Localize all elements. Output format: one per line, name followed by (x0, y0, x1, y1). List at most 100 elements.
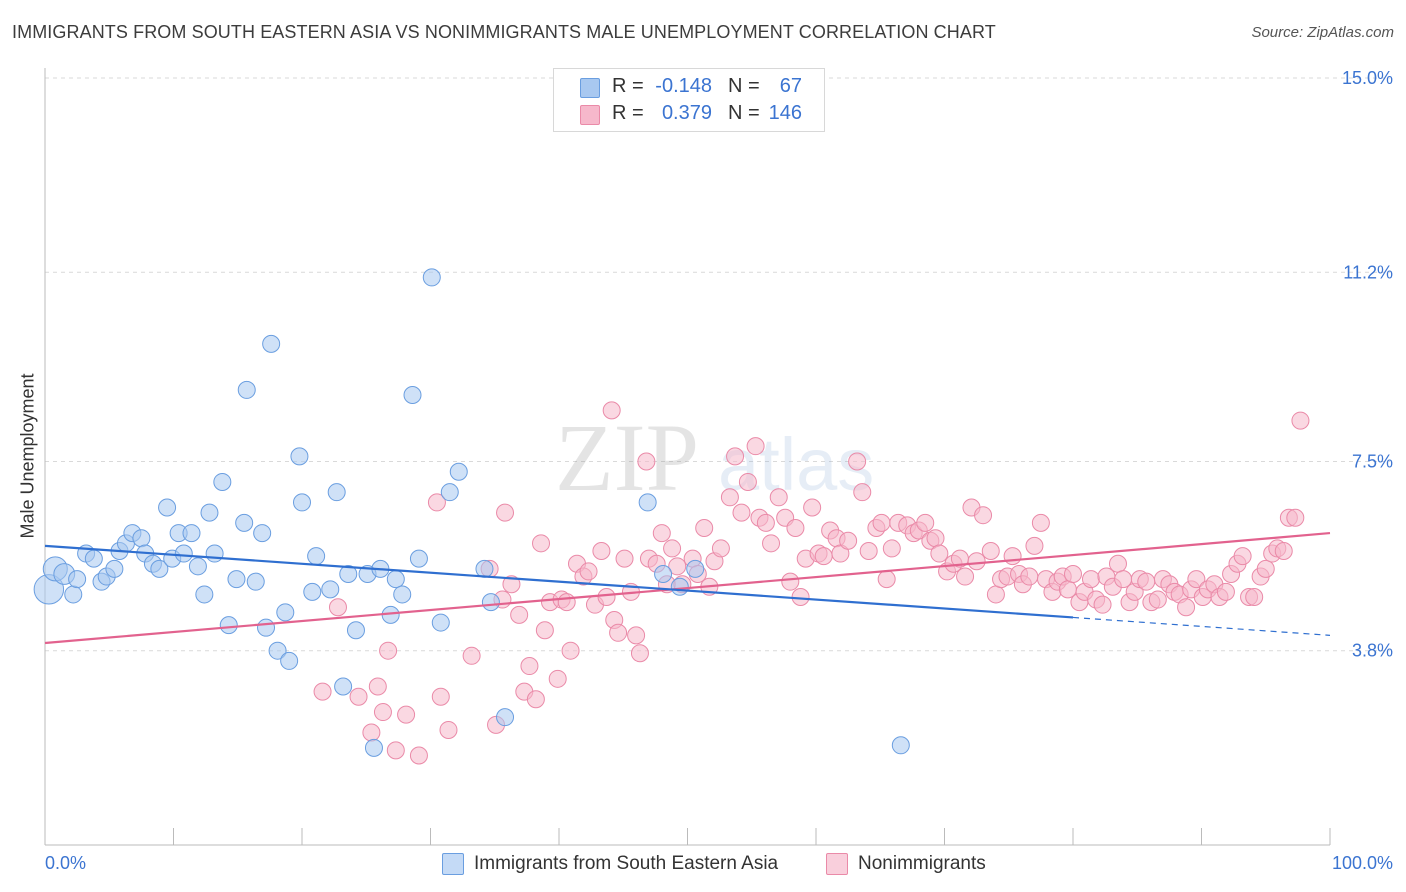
data-point-nonimmigrants (379, 641, 398, 660)
data-point-nonimmigrants (872, 513, 891, 532)
data-point-immigrants (246, 572, 265, 591)
data-point-immigrants (449, 462, 468, 481)
data-point-immigrants (686, 559, 705, 578)
data-point-nonimmigrants (882, 539, 901, 558)
data-point-nonimmigrants (967, 552, 986, 571)
data-point-nonimmigrants (520, 657, 539, 676)
data-point-nonimmigrants (609, 623, 628, 642)
data-point-nonimmigrants (986, 585, 1005, 604)
data-point-nonimmigrants (362, 723, 381, 742)
data-point-immigrants (257, 618, 276, 637)
data-point-nonimmigrants (663, 539, 682, 558)
data-point-immigrants (327, 483, 346, 502)
data-point-nonimmigrants (1216, 582, 1235, 601)
legend-n-label: N = (728, 75, 760, 97)
data-point-immigrants (654, 564, 673, 583)
trend-line-nonimmigrants (44, 531, 1331, 645)
source-label: Source: ZipAtlas.com (1251, 24, 1394, 41)
data-point-nonimmigrants (1003, 547, 1022, 566)
legend-n-value: 146 (768, 102, 802, 124)
data-point-nonimmigrants (974, 506, 993, 525)
data-point-nonimmigrants (1148, 590, 1167, 609)
data-point-immigrants (84, 549, 103, 568)
legend-swatch-blue (580, 78, 600, 98)
data-point-immigrants (158, 498, 177, 517)
data-point-nonimmigrants (738, 472, 757, 491)
data-point-immigrants (182, 524, 201, 543)
data-point-immigrants (219, 616, 238, 635)
legend-n-value: 67 (779, 75, 802, 97)
data-point-immigrants (237, 380, 256, 399)
data-point-nonimmigrants (502, 575, 521, 594)
data-point-nonimmigrants (349, 687, 368, 706)
data-point-nonimmigrants (1245, 588, 1264, 607)
data-point-nonimmigrants (781, 572, 800, 591)
data-point-nonimmigrants (1025, 536, 1044, 555)
data-point-immigrants (475, 559, 494, 578)
data-point-nonimmigrants (746, 437, 765, 456)
data-point-immigrants (303, 582, 322, 601)
data-point-immigrants (276, 603, 295, 622)
data-point-nonimmigrants (532, 534, 551, 553)
data-point-nonimmigrants (637, 452, 656, 471)
data-point-immigrants (346, 621, 365, 640)
data-point-nonimmigrants (1256, 559, 1275, 578)
data-point-immigrants (364, 738, 383, 757)
y-tick-label: 11.2% (1343, 262, 1393, 282)
data-point-immigrants (235, 513, 254, 532)
data-point-immigrants (205, 544, 224, 563)
watermark-light: atlas (718, 423, 874, 506)
data-point-nonimmigrants (762, 534, 781, 553)
data-point-nonimmigrants (1291, 411, 1310, 430)
data-point-nonimmigrants (668, 557, 687, 576)
data-point-immigrants (386, 570, 405, 589)
watermark-bold: ZIP (555, 404, 699, 511)
data-point-nonimmigrants (726, 447, 745, 466)
data-point-nonimmigrants (409, 746, 428, 765)
data-point-nonimmigrants (1093, 595, 1112, 614)
data-point-immigrants (403, 386, 422, 405)
data-point-immigrants (68, 570, 87, 589)
trend-line-immigrants-extension (1072, 616, 1331, 636)
data-point-nonimmigrants (535, 621, 554, 640)
axes (44, 68, 1331, 846)
data-point-immigrants (409, 549, 428, 568)
data-point-immigrants (334, 677, 353, 696)
data-point-nonimmigrants (602, 401, 621, 420)
data-point-nonimmigrants (803, 498, 822, 517)
data-point-nonimmigrants (328, 598, 347, 617)
data-point-immigrants (105, 559, 124, 578)
data-point-immigrants (290, 447, 309, 466)
data-point-immigrants (891, 736, 910, 755)
data-point-nonimmigrants (848, 452, 867, 471)
data-point-nonimmigrants (427, 493, 446, 512)
y-tick-label: 15.0% (1342, 68, 1393, 88)
data-point-nonimmigrants (496, 503, 515, 522)
data-point-nonimmigrants (592, 541, 611, 560)
data-point-immigrants (150, 559, 169, 578)
data-point-nonimmigrants (597, 588, 616, 607)
data-point-nonimmigrants (510, 605, 529, 624)
data-point-immigrants (200, 503, 219, 522)
data-point-immigrants (481, 593, 500, 612)
data-point-nonimmigrants (462, 646, 481, 665)
data-point-immigrants (253, 524, 272, 543)
data-point-nonimmigrants (579, 562, 598, 581)
bottom-legend-swatch-pink (826, 853, 848, 875)
data-point-immigrants (262, 334, 281, 353)
y-tick-label: 7.5% (1352, 452, 1393, 472)
data-point-immigrants (393, 585, 412, 604)
trend-line-immigrants (44, 544, 1074, 619)
data-point-nonimmigrants (561, 641, 580, 660)
data-point-nonimmigrants (853, 483, 872, 502)
data-point-nonimmigrants (557, 593, 576, 612)
data-point-nonimmigrants (926, 529, 945, 548)
data-point-nonimmigrants (877, 570, 896, 589)
data-point-immigrants (670, 577, 689, 596)
legend-r-value: -0.148 (655, 75, 712, 97)
data-point-immigrants (64, 585, 83, 604)
data-point-immigrants (321, 580, 340, 599)
data-point-nonimmigrants (711, 539, 730, 558)
data-point-immigrants (195, 585, 214, 604)
